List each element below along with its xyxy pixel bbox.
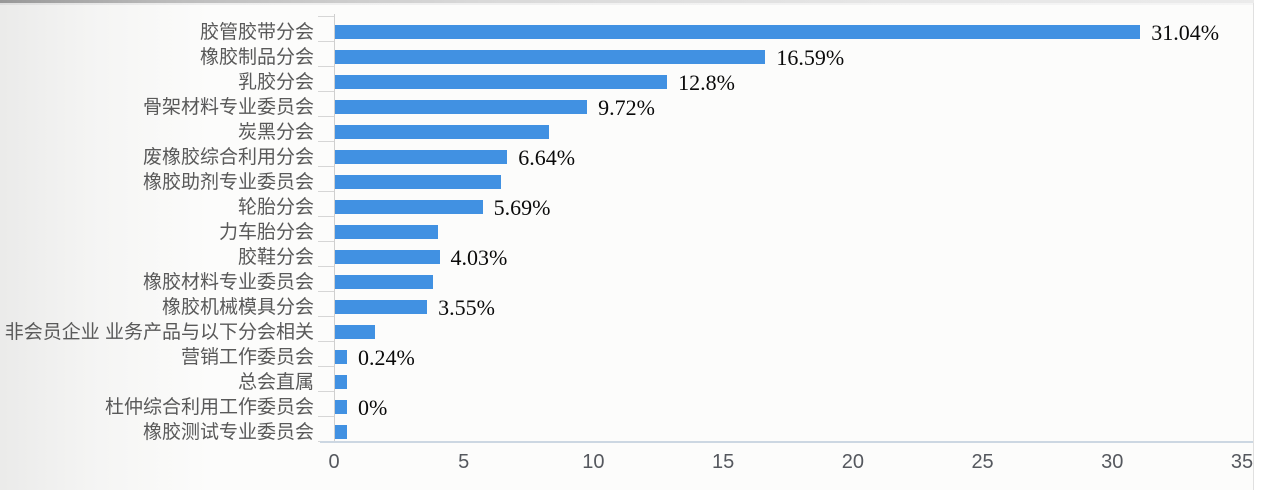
bar [335, 425, 347, 439]
bar-row: 乳胶分会 12.8% [0, 70, 1269, 95]
category-label: 力车胎分会 [218, 222, 314, 243]
bar [335, 300, 428, 314]
y-axis-tick [318, 416, 334, 417]
y-axis-tick [318, 291, 334, 292]
data-label: 12.8% [678, 70, 735, 95]
y-axis-tick [318, 191, 334, 192]
bar-row: 橡胶助剂专业委员会 [0, 170, 1269, 195]
category-label: 胶鞋分会 [237, 247, 314, 268]
card-top-border [0, 0, 1269, 3]
right-edge-margin [1254, 0, 1269, 490]
y-axis-tick [318, 366, 334, 367]
bar [335, 375, 347, 389]
data-label: 9.72% [598, 95, 655, 120]
bar [335, 50, 766, 64]
left-edge-shading [0, 3, 210, 490]
category-label: 胶管胶带分会 [199, 22, 314, 43]
bar [335, 100, 588, 114]
y-axis-tick [318, 41, 334, 42]
bar [335, 325, 376, 339]
bar-row: 胶管胶带分会 31.04% [0, 20, 1269, 45]
category-label: 杜仲综合利用工作委员会 [104, 397, 314, 418]
card-top-border-soft [0, 3, 1269, 5]
data-label: 0.24% [358, 345, 415, 370]
bar [335, 25, 1141, 39]
data-label: 4.03% [450, 245, 508, 270]
x-axis-tick-label: 10 [582, 451, 605, 473]
category-label: 骨架材料专业委员会 [142, 97, 314, 118]
x-axis-tick-label: 0 [328, 451, 340, 473]
bar [335, 350, 347, 364]
bar-row: 总会直属 [0, 370, 1269, 395]
data-label: 0% [358, 395, 388, 420]
x-axis-tick-label: 15 [712, 451, 735, 473]
bar-row: 橡胶材料专业委员会 [0, 270, 1269, 295]
y-axis-line [334, 14, 335, 442]
y-axis-tick [318, 241, 334, 242]
x-axis-tick-label: 25 [971, 451, 994, 473]
bar-row: 力车胎分会 [0, 220, 1269, 245]
data-label: 31.04% [1151, 20, 1220, 45]
category-label: 橡胶机械模具分会 [161, 297, 314, 318]
bar-row: 炭黑分会 [0, 120, 1269, 145]
bar [335, 250, 440, 264]
data-label: 16.59% [776, 45, 845, 70]
y-axis-tick [318, 116, 334, 117]
card-right-border [1253, 3, 1254, 490]
bar [335, 125, 549, 139]
bar [335, 200, 483, 214]
x-axis-line [320, 441, 1253, 443]
x-axis-tick-label: 20 [841, 451, 864, 473]
y-axis-tick [318, 166, 334, 167]
bar [335, 400, 347, 414]
x-axis-tick-label: 5 [458, 451, 470, 473]
bar-row: 轮胎分会 5.69% [0, 195, 1269, 220]
y-axis-tick [318, 316, 334, 317]
category-label: 橡胶制品分会 [199, 47, 314, 68]
bar-row: 营销工作委员会 0.24% [0, 345, 1269, 370]
bar [335, 175, 502, 189]
y-axis-tick [318, 266, 334, 267]
bar-row: 橡胶制品分会 16.59% [0, 45, 1269, 70]
x-axis-tick-label: 35 [1230, 451, 1254, 473]
category-label: 炭黑分会 [237, 122, 314, 143]
data-label: 6.64% [518, 145, 576, 170]
category-label: 营销工作委员会 [180, 347, 314, 368]
data-label: 5.69% [493, 195, 551, 220]
bar-row: 橡胶机械模具分会 3.55% [0, 295, 1269, 320]
category-label: 总会直属 [237, 372, 314, 393]
category-label: 非会员企业 业务产品与以下分会相关 [4, 322, 314, 343]
category-label: 橡胶测试专业委员会 [142, 422, 314, 443]
bar [335, 225, 438, 239]
category-label: 橡胶材料专业委员会 [142, 272, 314, 293]
bar-row: 胶鞋分会 4.03% [0, 245, 1269, 270]
bar [335, 275, 434, 289]
bar [335, 75, 668, 89]
bar-row: 骨架材料专业委员会 9.72% [0, 95, 1269, 120]
y-axis-tick [318, 16, 334, 17]
category-label: 橡胶助剂专业委员会 [142, 172, 314, 193]
data-label: 3.55% [438, 295, 495, 320]
y-axis-tick [318, 391, 334, 392]
y-axis-tick [318, 341, 334, 342]
bar [335, 150, 508, 164]
category-label: 轮胎分会 [237, 197, 314, 218]
y-axis-tick [318, 66, 334, 67]
y-axis-tick [318, 216, 334, 217]
category-label: 废橡胶综合利用分会 [142, 147, 314, 168]
bar-row: 橡胶测试专业委员会 [0, 420, 1269, 445]
bar-row: 杜仲综合利用工作委员会 0% [0, 395, 1269, 420]
y-axis-tick [318, 91, 334, 92]
y-axis-tick [318, 141, 334, 142]
category-label: 乳胶分会 [237, 72, 314, 93]
bar-row: 非会员企业 业务产品与以下分会相关 [0, 320, 1269, 345]
x-axis-tick-label: 30 [1101, 451, 1124, 473]
bar-row: 废橡胶综合利用分会 6.64% [0, 145, 1269, 170]
